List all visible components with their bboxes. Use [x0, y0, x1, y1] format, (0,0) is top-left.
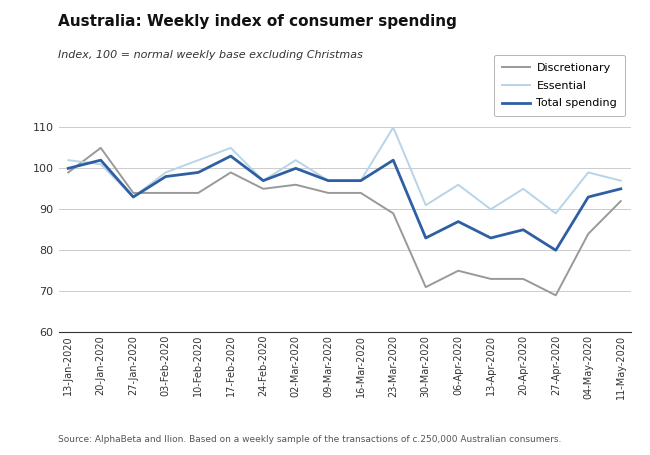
Essential [324, 178, 332, 183]
Total spending [292, 166, 300, 171]
Total spending [129, 194, 137, 200]
Discretionary [389, 211, 397, 216]
Total spending [227, 153, 235, 159]
Essential [617, 178, 625, 183]
Line: Total spending: Total spending [68, 156, 621, 250]
Total spending [389, 157, 397, 163]
Essential [97, 162, 105, 167]
Total spending [552, 248, 560, 253]
Discretionary [162, 190, 170, 196]
Discretionary [487, 276, 495, 282]
Total spending [194, 170, 202, 175]
Total spending [487, 235, 495, 241]
Text: Australia: Weekly index of consumer spending: Australia: Weekly index of consumer spen… [58, 14, 458, 29]
Discretionary [454, 268, 462, 273]
Discretionary [552, 293, 560, 298]
Total spending [324, 178, 332, 183]
Essential [487, 207, 495, 212]
Total spending [519, 227, 527, 233]
Essential [162, 170, 170, 175]
Total spending [422, 235, 430, 241]
Discretionary [519, 276, 527, 282]
Essential [227, 145, 235, 151]
Legend: Discretionary, Essential, Total spending: Discretionary, Essential, Total spending [494, 55, 625, 116]
Essential [584, 170, 592, 175]
Total spending [259, 178, 267, 183]
Essential [64, 157, 72, 163]
Discretionary [584, 231, 592, 237]
Discretionary [97, 145, 105, 151]
Line: Discretionary: Discretionary [68, 148, 621, 295]
Essential [422, 202, 430, 208]
Total spending [584, 194, 592, 200]
Total spending [617, 186, 625, 192]
Essential [259, 178, 267, 183]
Total spending [357, 178, 365, 183]
Essential [194, 157, 202, 163]
Discretionary [227, 170, 235, 175]
Essential [389, 125, 397, 130]
Text: Index, 100 = normal weekly base excluding Christmas: Index, 100 = normal weekly base excludin… [58, 50, 363, 60]
Essential [552, 211, 560, 216]
Total spending [97, 157, 105, 163]
Discretionary [617, 198, 625, 204]
Discretionary [324, 190, 332, 196]
Discretionary [357, 190, 365, 196]
Essential [519, 186, 527, 192]
Total spending [454, 219, 462, 224]
Text: Source: AlphaBeta and Ilion. Based on a weekly sample of the transactions of c.2: Source: AlphaBeta and Ilion. Based on a … [58, 435, 562, 444]
Discretionary [64, 170, 72, 175]
Total spending [64, 166, 72, 171]
Essential [292, 157, 300, 163]
Essential [357, 178, 365, 183]
Discretionary [259, 186, 267, 192]
Line: Essential: Essential [68, 127, 621, 213]
Discretionary [422, 284, 430, 290]
Essential [454, 182, 462, 187]
Discretionary [194, 190, 202, 196]
Discretionary [129, 190, 137, 196]
Total spending [162, 174, 170, 179]
Essential [129, 194, 137, 200]
Discretionary [292, 182, 300, 187]
